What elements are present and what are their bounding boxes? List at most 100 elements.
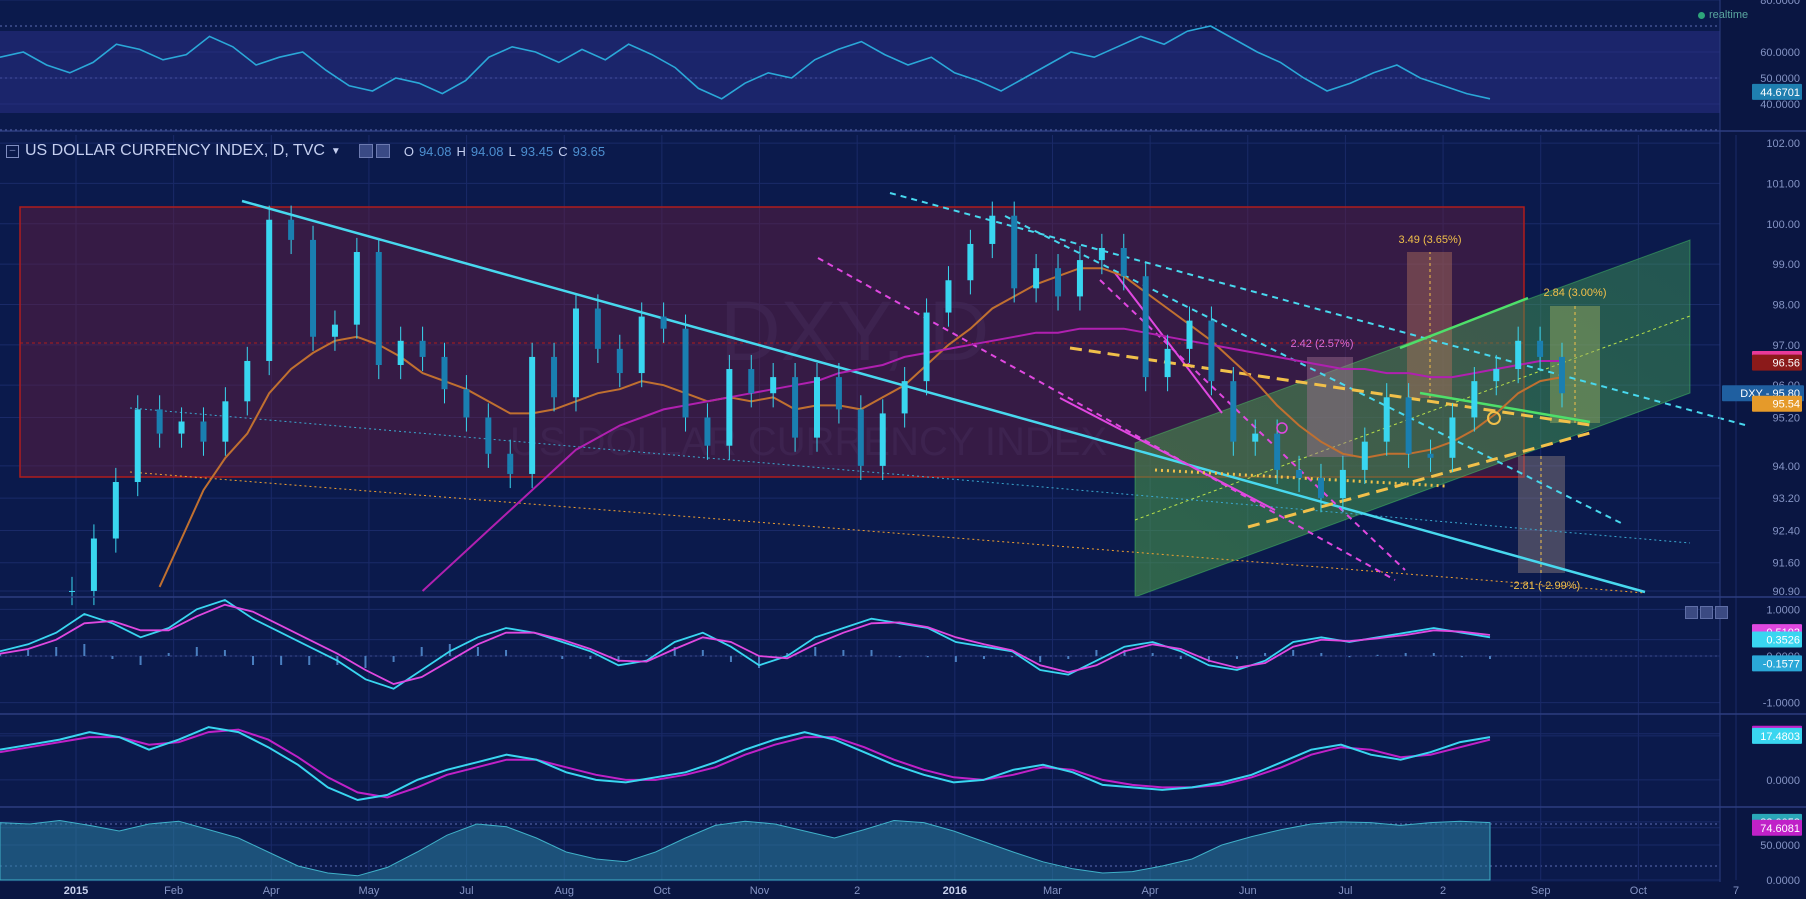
- alert-marker-yellow[interactable]: [1487, 411, 1501, 425]
- low-label: L: [508, 143, 516, 159]
- watermark-symbol: DXY, D: [720, 284, 989, 378]
- candle-body: [923, 312, 930, 382]
- candle-body: [1033, 268, 1040, 289]
- candle-body: [419, 340, 426, 357]
- macd-tag-2: -0.1577: [1752, 655, 1802, 672]
- candle-body: [1274, 433, 1281, 470]
- candle-body: [726, 369, 733, 446]
- annotation-4: -2.81 (-2.99%): [1510, 580, 1580, 592]
- candle-body: [1164, 348, 1171, 378]
- realtime-indicator: realtime: [1698, 9, 1748, 21]
- symbol-title[interactable]: US DOLLAR CURRENCY INDEX, D, TVC: [25, 142, 325, 159]
- eye-icon[interactable]: [358, 144, 373, 158]
- rsi-tick-label: 40.0000: [1760, 99, 1800, 111]
- candle-body: [1471, 381, 1478, 418]
- candle-body: [1011, 215, 1018, 289]
- candle-body: [901, 381, 908, 414]
- price-tick-label: 90.90: [1772, 586, 1800, 598]
- macd-line: [0, 599, 1491, 690]
- pane-down-icon[interactable]: [1685, 606, 1698, 619]
- time-tick-label: Jun: [1239, 885, 1257, 897]
- candle-body: [222, 401, 229, 442]
- annotation-2: 2.84 (3.00%): [1544, 287, 1607, 299]
- candle-body: [1186, 320, 1193, 349]
- osc-tick-label: 0.0000: [1766, 775, 1800, 787]
- price-tag-3-bg: [1752, 395, 1802, 412]
- alert-marker-magenta[interactable]: [1276, 422, 1288, 434]
- price-tag-1: 96.56: [1752, 354, 1802, 371]
- settings-icon[interactable]: [375, 144, 390, 158]
- osc-tag-1-text: 17.4803: [1760, 731, 1800, 743]
- macd-tag-2-bg: [1752, 655, 1802, 672]
- magenta-solid: [1114, 272, 1223, 414]
- candle-body: [945, 280, 952, 313]
- candle-body: [814, 377, 820, 438]
- close-value: 93.65: [572, 143, 606, 159]
- candle-body: [1142, 276, 1149, 378]
- candle-body: [1559, 356, 1565, 394]
- price-tick-label: 91.60: [1772, 558, 1800, 570]
- time-tick-label: Feb: [164, 885, 183, 897]
- rsi-tick-label: 50.0000: [1760, 73, 1800, 85]
- osc-slow-line: [0, 728, 1491, 799]
- rsi-band: [0, 31, 1720, 113]
- candle-body: [244, 360, 251, 402]
- candle-body: [156, 409, 163, 434]
- candle-body: [572, 308, 579, 398]
- rsi-indicator: [0, 25, 1491, 100]
- chevron-down-icon[interactable]: ▼: [330, 145, 341, 157]
- candle-body: [835, 377, 842, 410]
- pane-close-icon[interactable]: [1715, 606, 1728, 619]
- realtime-label: realtime: [1709, 9, 1749, 21]
- open-label: O: [403, 143, 414, 159]
- osc-tag-1-bg: [1752, 727, 1802, 744]
- candle-body: [704, 417, 711, 446]
- dashed-trend-1: [889, 192, 1746, 426]
- time-tick-label: Jul: [460, 885, 474, 897]
- collapse-icon[interactable]: –: [6, 144, 19, 158]
- annotation-3: 2.42 (2.57%): [1291, 338, 1354, 350]
- time-tick-label: 7: [1733, 885, 1739, 897]
- time-tick-label: Oct: [1630, 885, 1647, 897]
- time-tick-label: Oct: [653, 885, 670, 897]
- candle-body: [616, 348, 623, 374]
- candle-body: [1098, 247, 1105, 261]
- candle-body: [353, 252, 360, 325]
- price-tick-label: 102.00: [1766, 138, 1800, 150]
- pane-up-icon[interactable]: [1700, 606, 1713, 619]
- orange-dotted-floor: [1154, 468, 1446, 488]
- candle-body: [288, 219, 295, 240]
- price-tick-label: 93.20: [1772, 493, 1800, 505]
- macd-tick-label: -1.0000: [1763, 698, 1800, 710]
- time-axis-bg: [0, 882, 1806, 899]
- measure-box-4: [1518, 456, 1565, 573]
- time-tick-label: 2: [1440, 885, 1446, 897]
- main-downtrend: [241, 199, 1646, 594]
- thin-trend-1: [129, 407, 1691, 544]
- price-tag-1-bg: [1752, 354, 1802, 371]
- price-tick-label: 101.00: [1766, 178, 1800, 190]
- candle-body: [397, 340, 404, 365]
- candle-body: [463, 389, 470, 418]
- candle-body: [857, 409, 864, 466]
- time-tick-label: Aug: [554, 885, 574, 897]
- macd-tag-2-text: -0.1577: [1763, 658, 1800, 670]
- vol-tag-1-text: 74.6081: [1760, 823, 1800, 835]
- candle-body: [69, 590, 75, 592]
- osc-tag-1: 17.4803: [1752, 727, 1802, 744]
- volume-indicator: [0, 819, 1491, 881]
- candle-body: [1405, 397, 1412, 454]
- candle-body: [1208, 320, 1215, 382]
- osc-pane-bg: [0, 715, 1720, 807]
- time-tick-label: May: [359, 885, 380, 897]
- candle-body: [682, 328, 689, 418]
- candle-body: [1076, 260, 1083, 297]
- price-tick-label: 92.40: [1772, 525, 1800, 537]
- price-tick-label: 97.00: [1772, 340, 1800, 352]
- candle-body: [989, 215, 996, 244]
- orange-support: [1247, 431, 1591, 529]
- candle-body: [1493, 369, 1500, 382]
- macd-indicator: [0, 599, 1491, 690]
- price-tag-1-text: 96.56: [1772, 358, 1800, 370]
